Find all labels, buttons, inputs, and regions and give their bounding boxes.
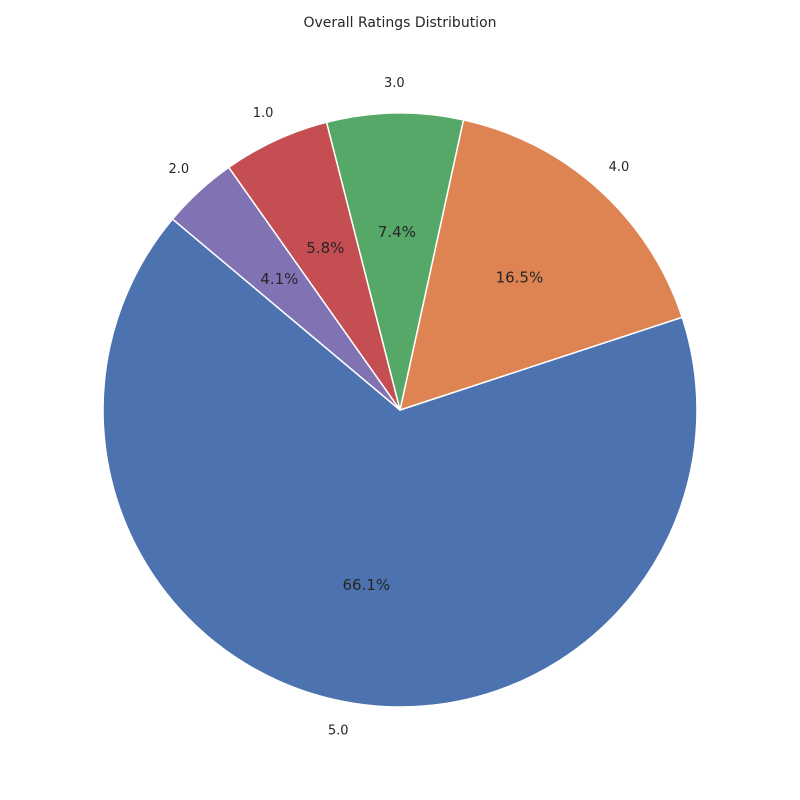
slice-category-label-5-0: 5.0	[328, 723, 349, 738]
pie-slice-2-0	[171, 166, 401, 411]
slice-category-label-2-0: 2.0	[168, 162, 189, 177]
slice-category-label-3-0: 3.0	[384, 76, 405, 91]
slice-percent-label-3-0: 7.4%	[378, 223, 416, 241]
slice-percent-label-5-0: 66.1%	[342, 576, 390, 594]
pie-slice-5-0	[102, 218, 698, 708]
pie-slice-4-0	[399, 119, 683, 411]
slice-percent-label-1-0: 5.8%	[306, 239, 344, 257]
slice-category-label-4-0: 4.0	[609, 160, 630, 175]
chart-title: Overall Ratings Distribution	[303, 15, 497, 31]
slice-percent-label-2-0: 4.1%	[260, 270, 298, 288]
slice-percent-label-4-0: 16.5%	[496, 269, 544, 287]
slice-category-label-1-0: 1.0	[253, 106, 274, 121]
pie-slice-3-0	[325, 112, 465, 411]
